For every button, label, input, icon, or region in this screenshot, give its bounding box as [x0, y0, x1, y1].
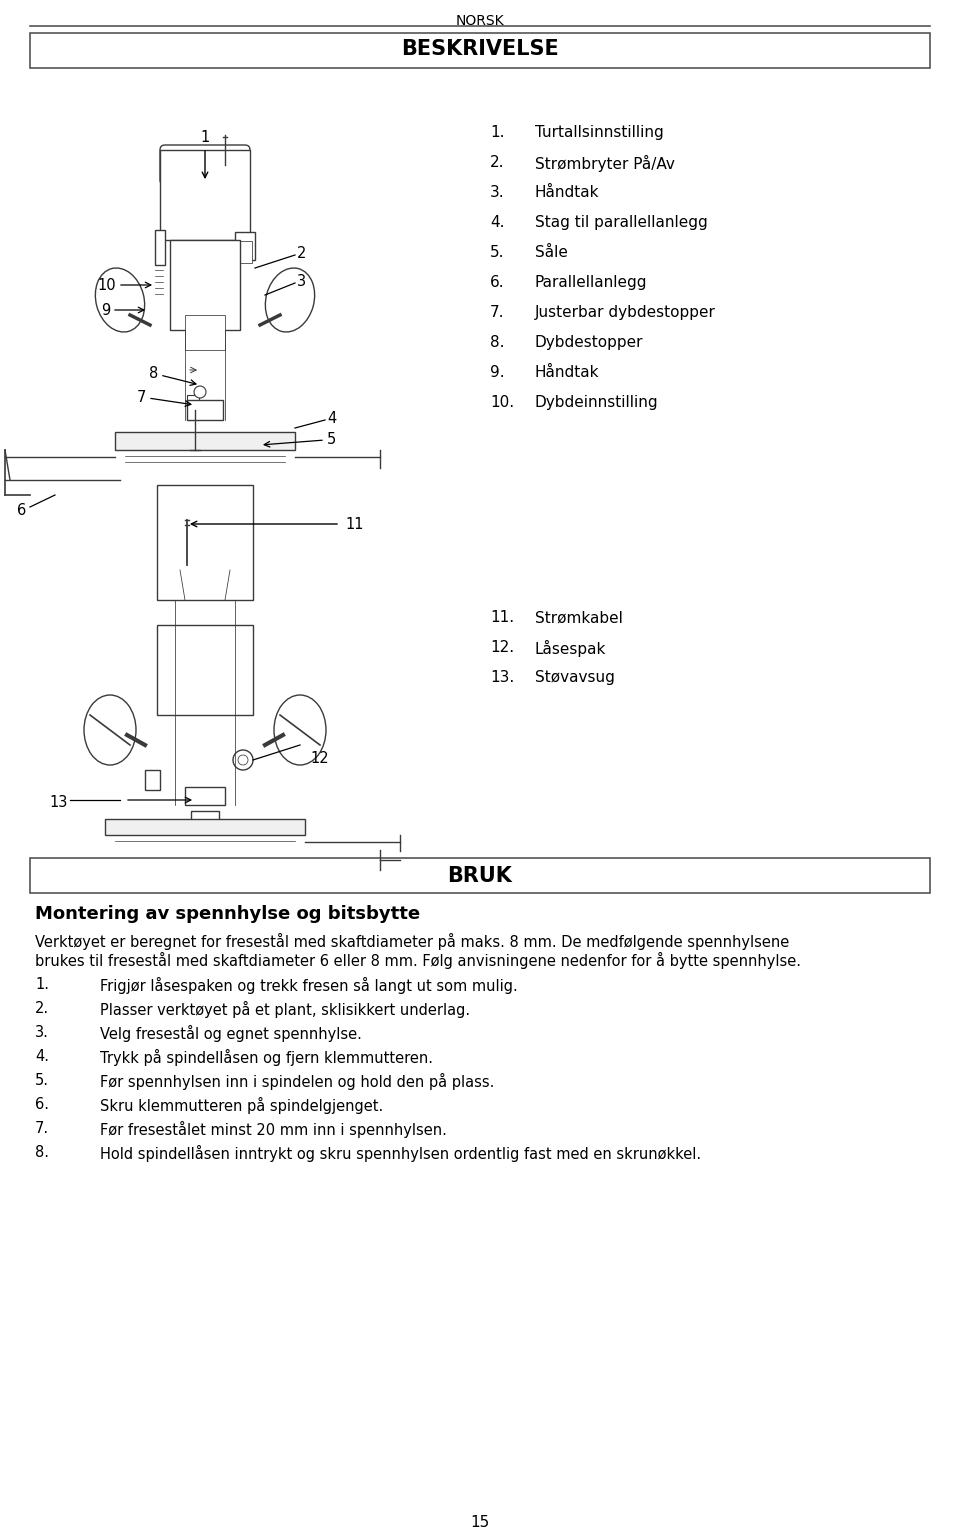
Text: 3.: 3.	[35, 1025, 49, 1040]
Text: Montering av spennhylse og bitsbytte: Montering av spennhylse og bitsbytte	[35, 906, 420, 923]
Text: Parallellanlegg: Parallellanlegg	[535, 275, 647, 291]
Bar	[185, 786, 225, 805]
Text: 1.: 1.	[35, 978, 49, 991]
Text: 2: 2	[297, 245, 306, 260]
Text: Før spennhylsen inn i spindelen og hold den på plass.: Før spennhylsen inn i spindelen og hold …	[100, 1073, 494, 1089]
Bar	[105, 819, 305, 835]
Text: Justerbar dybdestopper: Justerbar dybdestopper	[535, 304, 716, 320]
Bar	[187, 395, 199, 421]
Polygon shape	[165, 571, 245, 600]
Ellipse shape	[274, 695, 326, 765]
Text: 12.: 12.	[490, 640, 515, 655]
Text: 7.: 7.	[490, 304, 505, 320]
Bar	[157, 624, 253, 715]
Text: Plasser verktøyet på et plant, sklisikkert underlag.: Plasser verktøyet på et plant, sklisikke…	[100, 1001, 470, 1017]
Text: 1.: 1.	[490, 125, 505, 141]
Bar	[238, 242, 252, 263]
Bar	[157, 485, 253, 600]
Text: Turtallsinnstilling: Turtallsinnstilling	[535, 125, 663, 141]
Text: 2.: 2.	[490, 155, 505, 170]
Text: Frigjør låsespaken og trekk fresen så langt ut som mulig.: Frigjør låsespaken og trekk fresen så la…	[100, 978, 517, 995]
Text: 1: 1	[201, 130, 209, 145]
Text: Såle: Såle	[535, 245, 568, 260]
FancyBboxPatch shape	[160, 145, 250, 185]
Text: Dybdestopper: Dybdestopper	[535, 335, 643, 350]
Bar	[235, 233, 255, 260]
Bar	[160, 150, 250, 240]
Text: 15: 15	[470, 1515, 490, 1530]
Text: Strømkabel: Strømkabel	[535, 610, 623, 624]
Text: 8.: 8.	[35, 1144, 49, 1160]
Text: 7.: 7.	[35, 1121, 49, 1135]
Text: 13: 13	[50, 794, 68, 809]
Text: 5.: 5.	[35, 1073, 49, 1088]
Bar	[155, 230, 165, 265]
Text: Før fresestålet minst 20 mm inn i spennhylsen.: Før fresestålet minst 20 mm inn i spennh…	[100, 1121, 446, 1138]
Text: 13.: 13.	[490, 670, 515, 685]
Ellipse shape	[265, 268, 315, 332]
Circle shape	[238, 754, 248, 765]
Text: 3: 3	[297, 274, 306, 289]
Text: Hold spindellåsen inntrykt og skru spennhylsen ordentlig fast med en skrunøkkel.: Hold spindellåsen inntrykt og skru spenn…	[100, 1144, 701, 1161]
Text: 4.: 4.	[35, 1050, 49, 1063]
Text: 7: 7	[136, 390, 146, 404]
Text: 4.: 4.	[490, 216, 505, 230]
Circle shape	[233, 750, 253, 770]
Text: 11.: 11.	[490, 610, 515, 624]
Text: Låsespak: Låsespak	[535, 640, 607, 656]
Text: Stag til parallellanlegg: Stag til parallellanlegg	[535, 216, 708, 230]
Text: brukes til fresestål med skaftdiameter 6 eller 8 mm. Følg anvisningene nedenfor : brukes til fresestål med skaftdiameter 6…	[35, 952, 801, 968]
Text: 10.: 10.	[490, 395, 515, 410]
Text: Håndtak: Håndtak	[535, 366, 599, 379]
Text: Strømbryter På/Av: Strømbryter På/Av	[535, 155, 675, 171]
Circle shape	[194, 386, 206, 398]
Bar	[191, 811, 219, 823]
Bar	[30, 858, 930, 894]
Bar	[187, 399, 223, 421]
Text: BESKRIVELSE: BESKRIVELSE	[401, 38, 559, 60]
Text: NORSK: NORSK	[456, 14, 504, 28]
Bar	[170, 240, 240, 330]
Text: Støvavsug: Støvavsug	[535, 670, 614, 685]
Text: Velg fresestål og egnet spennhylse.: Velg fresestål og egnet spennhylse.	[100, 1025, 362, 1042]
Bar	[145, 770, 160, 789]
Text: 12: 12	[310, 751, 328, 765]
Text: 8.: 8.	[490, 335, 505, 350]
Text: 8: 8	[149, 366, 158, 381]
Text: 2.: 2.	[35, 1001, 49, 1016]
Text: 6.: 6.	[490, 275, 505, 291]
Text: Trykk på spindellåsen og fjern klemmutteren.: Trykk på spindellåsen og fjern klemmutte…	[100, 1050, 433, 1066]
Text: 6: 6	[17, 502, 27, 517]
Ellipse shape	[95, 268, 145, 332]
Text: Skru klemmutteren på spindelgjenget.: Skru klemmutteren på spindelgjenget.	[100, 1097, 383, 1114]
Ellipse shape	[84, 695, 136, 765]
Text: BRUK: BRUK	[447, 866, 513, 886]
Text: 4: 4	[327, 410, 336, 425]
Text: 3.: 3.	[490, 185, 505, 200]
Bar	[185, 315, 225, 350]
Text: 5: 5	[327, 431, 336, 447]
Text: 10: 10	[97, 277, 116, 292]
Text: 9.: 9.	[490, 366, 505, 379]
Text: Dybdeinnstilling: Dybdeinnstilling	[535, 395, 659, 410]
Text: 6.: 6.	[35, 1097, 49, 1112]
Text: 5.: 5.	[490, 245, 505, 260]
Text: Håndtak: Håndtak	[535, 185, 599, 200]
Bar	[30, 34, 930, 67]
Bar	[115, 431, 295, 450]
Text: 11: 11	[345, 517, 364, 531]
Text: Verktøyet er beregnet for fresestål med skaftdiameter på maks. 8 mm. De medfølge: Verktøyet er beregnet for fresestål med …	[35, 933, 789, 950]
Text: 9: 9	[101, 303, 110, 318]
